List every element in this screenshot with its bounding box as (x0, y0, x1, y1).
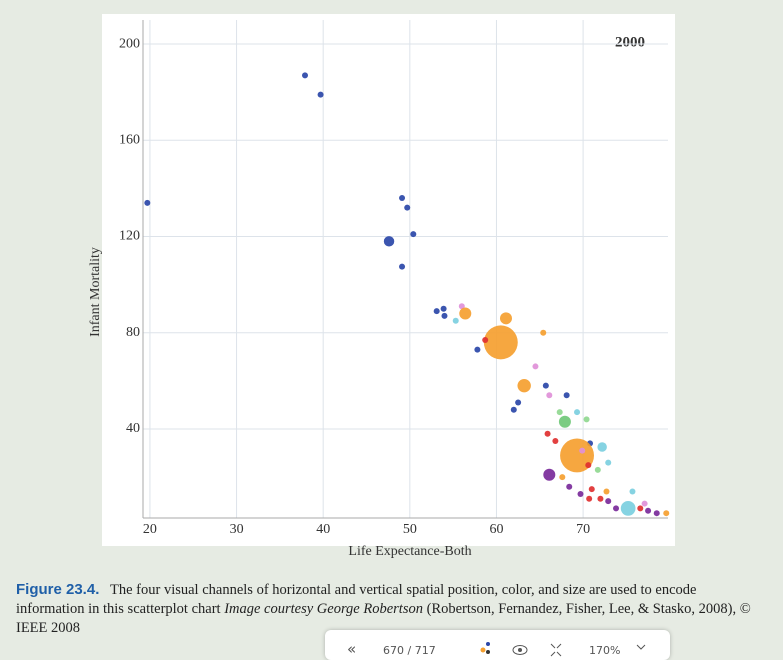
fullscreen-icon[interactable] (550, 643, 562, 657)
x-tick-label: 70 (576, 522, 590, 537)
bubble (586, 495, 593, 502)
bubble (302, 72, 309, 79)
bubble (483, 325, 518, 360)
bubble (641, 500, 648, 507)
chart: 2000 Life Expectance-Both Infant Mortali… (88, 14, 675, 559)
y-tick-label: 120 (119, 229, 140, 244)
bubble (559, 474, 566, 481)
year-annotation: 2000 (615, 34, 645, 50)
bubble (440, 305, 447, 312)
toolbar-icons (480, 642, 562, 657)
bubble (585, 462, 592, 469)
icon (486, 642, 490, 646)
y-tick-label: 40 (126, 421, 140, 436)
x-tick-label: 50 (403, 522, 417, 537)
viewer-toolbar: « 670 / 717 170% (325, 630, 670, 660)
bubble (594, 466, 601, 473)
bubble (605, 498, 612, 505)
bubble (577, 490, 584, 497)
bubble (653, 510, 660, 517)
bubble (546, 392, 553, 399)
bubble (510, 406, 517, 413)
bubble (482, 336, 489, 343)
bubble (441, 312, 448, 319)
bubble (540, 329, 547, 336)
bubble (399, 263, 406, 270)
x-tick-label: 30 (230, 522, 244, 537)
bubble (603, 488, 610, 495)
bubble (383, 236, 395, 247)
bubble (542, 382, 549, 389)
bubble (597, 495, 604, 502)
eye-icon[interactable] (512, 645, 528, 655)
bubble (597, 442, 607, 452)
bubble (663, 510, 670, 517)
bubble (574, 409, 581, 416)
eye-icon (518, 648, 522, 652)
caption: Figure 23.4. The four visual channels of… (16, 580, 756, 638)
zoom-level[interactable]: 170% (589, 644, 621, 657)
y-tick-label: 200 (119, 36, 140, 51)
bubble (629, 488, 636, 495)
y-tick-label: 160 (119, 133, 140, 148)
bubble (588, 486, 595, 493)
bubble (579, 447, 586, 454)
bubble (552, 438, 559, 445)
y-axis-label: Infant Mortality (88, 247, 103, 337)
caption-text: (Robertson, Fernandez, Fisher, Lee, & St… (16, 601, 751, 636)
bubble (620, 501, 636, 516)
bubble (410, 231, 417, 238)
bubble (433, 308, 440, 315)
bubble (532, 363, 539, 370)
caption-text: The four visual channels of horizontal a… (16, 582, 697, 617)
bubble (543, 468, 556, 481)
x-tick-label: 40 (316, 522, 330, 537)
figure-label: Figure 23.4. (16, 581, 100, 598)
zoom-dropdown[interactable] (635, 642, 647, 652)
bubble (459, 307, 472, 320)
bubble (317, 91, 324, 98)
bubble (560, 438, 595, 473)
bubble (515, 399, 522, 406)
bubble (583, 416, 590, 423)
page-counter: 670 / 717 (383, 644, 436, 657)
bubble (613, 505, 620, 512)
y-tick-label: 80 (126, 325, 140, 340)
caption-credit: Image courtesy George Robertson (224, 601, 423, 617)
back-button[interactable]: « (347, 640, 357, 658)
icon (480, 647, 486, 653)
bubble (499, 312, 512, 325)
bubble (563, 392, 570, 399)
bubble (452, 317, 459, 324)
bubble (558, 415, 571, 428)
bubble (637, 505, 644, 512)
bubble (645, 507, 652, 514)
bubble (399, 195, 406, 202)
icon (486, 650, 490, 654)
x-tick-label: 60 (489, 522, 503, 537)
bubble (605, 459, 612, 466)
x-axis-label: Life Expectance-Both (348, 544, 471, 559)
bubble (474, 346, 481, 353)
bubble (458, 303, 465, 310)
bubble (517, 378, 531, 393)
bubble (566, 483, 573, 490)
bubble (144, 199, 151, 206)
x-tick-label: 20 (143, 522, 157, 537)
bubble (404, 204, 411, 211)
bubble (544, 430, 551, 437)
bubble (556, 409, 563, 416)
